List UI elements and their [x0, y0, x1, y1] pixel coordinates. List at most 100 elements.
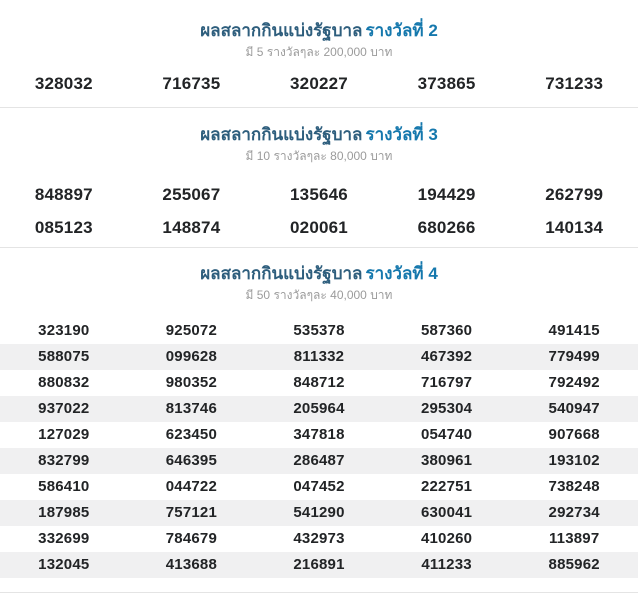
- section-title-prize-label: รางวัลที่ 2: [365, 21, 438, 40]
- section-title: ผลสลากกินแบ่งรัฐบาล รางวัลที่ 4: [0, 264, 638, 284]
- lottery-number: 323190: [38, 322, 90, 339]
- lottery-number: 380961: [420, 452, 473, 469]
- section-title: ผลสลากกินแบ่งรัฐบาล รางวัลที่ 2: [0, 21, 638, 41]
- lottery-number: 646395: [165, 452, 218, 469]
- prize-3-row: 848897 255067 135646 194429 262799: [0, 178, 638, 211]
- lottery-number: 716735: [162, 74, 221, 93]
- prize-3-section: ผลสลากกินแบ่งรัฐบาล รางวัลที่ 3 มี 10 ราง…: [0, 108, 638, 247]
- lottery-number: 222751: [420, 478, 473, 495]
- lottery-number: 588075: [38, 348, 90, 365]
- prize-3-row: 085123 148874 020061 680266 140134: [0, 211, 638, 244]
- prize-4-section: ผลสลากกินแบ่งรัฐบาล รางวัลที่ 4 มี 50 ราง…: [0, 248, 638, 592]
- lottery-number: 491415: [548, 322, 600, 339]
- prize-2-header: ผลสลากกินแบ่งรัฐบาล รางวัลที่ 2 มี 5 รางว…: [0, 21, 638, 60]
- section-subtitle: มี 50 รางวัลๆละ 40,000 บาท: [245, 288, 393, 302]
- prize-4-row: 588075 099628 811332 467392 779499: [0, 344, 638, 370]
- lottery-number: 373865: [417, 74, 476, 93]
- lottery-number: 779499: [548, 348, 600, 365]
- prize-4-table: 323190 925072 535378 587360 491415 58807…: [0, 318, 638, 578]
- lottery-number: 784679: [165, 530, 218, 547]
- lottery-number: 113897: [548, 530, 600, 547]
- lottery-number: 885962: [548, 556, 600, 573]
- lottery-number: 680266: [417, 218, 476, 237]
- lottery-number: 813746: [165, 400, 218, 417]
- lottery-number: 332699: [38, 530, 90, 547]
- lottery-number: 937022: [38, 400, 90, 417]
- lottery-number: 328032: [34, 74, 93, 93]
- lottery-number: 410260: [420, 530, 473, 547]
- lottery-number: 411233: [421, 556, 472, 573]
- lottery-number: 140134: [545, 218, 604, 237]
- lottery-number: 099628: [165, 348, 218, 365]
- prize-4-header: ผลสลากกินแบ่งรัฐบาล รางวัลที่ 4 มี 50 ราง…: [0, 264, 638, 303]
- lottery-number: 286487: [293, 452, 345, 469]
- lottery-number: 135646: [290, 185, 348, 204]
- lottery-number: 907668: [548, 426, 600, 443]
- lottery-number: 792492: [548, 374, 600, 391]
- lottery-number: 587360: [420, 322, 473, 339]
- lottery-number: 187985: [38, 504, 90, 521]
- lottery-number: 738248: [548, 478, 600, 495]
- lottery-number: 127029: [38, 426, 90, 443]
- prize-2-section: ผลสลากกินแบ่งรัฐบาล รางวัลที่ 2 มี 5 รางว…: [0, 0, 638, 107]
- lottery-number: 848712: [293, 374, 345, 391]
- section-divider: [0, 592, 638, 593]
- lottery-number: 716797: [420, 374, 473, 391]
- lottery-number: 255067: [162, 185, 221, 204]
- prize-3-header: ผลสลากกินแบ่งรัฐบาล รางวัลที่ 3 มี 10 ราง…: [0, 125, 638, 164]
- lottery-number: 980352: [165, 374, 218, 391]
- section-subtitle: มี 5 รางวัลๆละ 200,000 บาท: [245, 45, 393, 59]
- lottery-number: 262799: [545, 185, 604, 204]
- lottery-number: 880832: [38, 374, 90, 391]
- section-title-text: ผลสลากกินแบ่งรัฐบาล: [200, 264, 363, 283]
- prize-4-row: 586410 044722 047452 222751 738248: [0, 474, 638, 500]
- lottery-number: 054740: [420, 426, 473, 443]
- lottery-number: 193102: [548, 452, 600, 469]
- prize-4-row: 937022 813746 205964 295304 540947: [0, 396, 638, 422]
- section-title-prize-label: รางวัลที่ 3: [365, 125, 438, 144]
- lottery-number: 586410: [38, 478, 90, 495]
- lottery-number: 541290: [293, 504, 345, 521]
- section-subtitle: มี 10 รางวัลๆละ 80,000 บาท: [245, 149, 393, 163]
- prize-4-row: 127029 623450 347818 054740 907668: [0, 422, 638, 448]
- lottery-number: 292734: [548, 504, 600, 521]
- lottery-number: 623450: [165, 426, 218, 443]
- prize-4-row: 132045 413688 216891 411233 885962: [0, 552, 638, 578]
- lottery-number: 295304: [420, 400, 473, 417]
- prize-4-row: 880832 980352 848712 716797 792492: [0, 370, 638, 396]
- lottery-number: 044722: [165, 478, 218, 495]
- prize-4-row: 832799 646395 286487 380961 193102: [0, 448, 638, 474]
- section-title: ผลสลากกินแบ่งรัฐบาล รางวัลที่ 3: [0, 125, 638, 145]
- lottery-number: 540947: [548, 400, 600, 417]
- lottery-number: 148874: [162, 218, 221, 237]
- lottery-number: 757121: [165, 504, 218, 521]
- lottery-number: 535378: [293, 322, 345, 339]
- section-title-prize-label: รางวัลที่ 4: [365, 264, 438, 283]
- prize-4-row: 332699 784679 432973 410260 113897: [0, 526, 638, 552]
- section-divider: [0, 247, 638, 248]
- section-title-text: ผลสลากกินแบ่งรัฐบาล: [200, 125, 363, 144]
- lottery-number: 413688: [165, 556, 218, 573]
- lottery-number: 467392: [420, 348, 473, 365]
- lottery-number: 205964: [293, 400, 345, 417]
- section-title-text: ผลสลากกินแบ่งรัฐบาล: [200, 21, 363, 40]
- lottery-number: 848897: [34, 185, 93, 204]
- lottery-number: 731233: [545, 74, 604, 93]
- lottery-number: 216891: [293, 556, 345, 573]
- section-divider: [0, 107, 638, 108]
- lottery-number: 320227: [290, 74, 348, 93]
- lottery-number: 630041: [420, 504, 473, 521]
- prize-4-row: 187985 757121 541290 630041 292734: [0, 500, 638, 526]
- prize-4-row: 323190 925072 535378 587360 491415: [0, 318, 638, 344]
- prize-2-row: 328032 716735 320227 373865 731233: [0, 72, 638, 96]
- lottery-number: 132045: [38, 556, 90, 573]
- lottery-number: 085123: [34, 218, 93, 237]
- lottery-number: 432973: [293, 530, 345, 547]
- lottery-number: 347818: [293, 426, 345, 443]
- lottery-number: 194429: [417, 185, 476, 204]
- prize-3-rows: 848897 255067 135646 194429 262799 08512…: [0, 178, 638, 244]
- lottery-number: 047452: [293, 478, 345, 495]
- lottery-number: 020061: [290, 218, 348, 237]
- lottery-number: 811332: [293, 348, 345, 365]
